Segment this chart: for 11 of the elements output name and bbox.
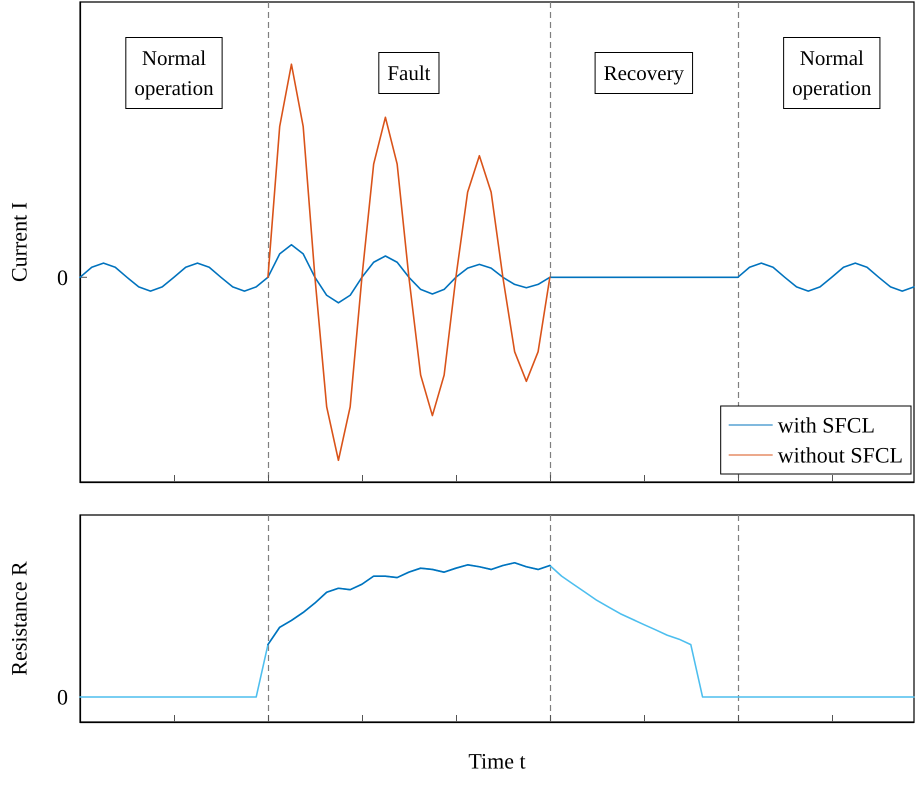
annotation: Recovery <box>604 61 685 85</box>
y-axis-title: Current I <box>6 202 32 282</box>
annotation: Normal operation <box>134 46 214 100</box>
legend-label: without SFCL <box>778 442 904 468</box>
text: 0 <box>57 684 68 710</box>
annotation: Fault <box>387 61 431 85</box>
annotation: Normal operation <box>792 46 872 100</box>
y-axis-title: Resistance R <box>6 561 32 676</box>
x-axis-title: Time t <box>468 748 526 774</box>
text: 0 <box>57 264 68 290</box>
legend-label: with SFCL <box>778 412 875 438</box>
